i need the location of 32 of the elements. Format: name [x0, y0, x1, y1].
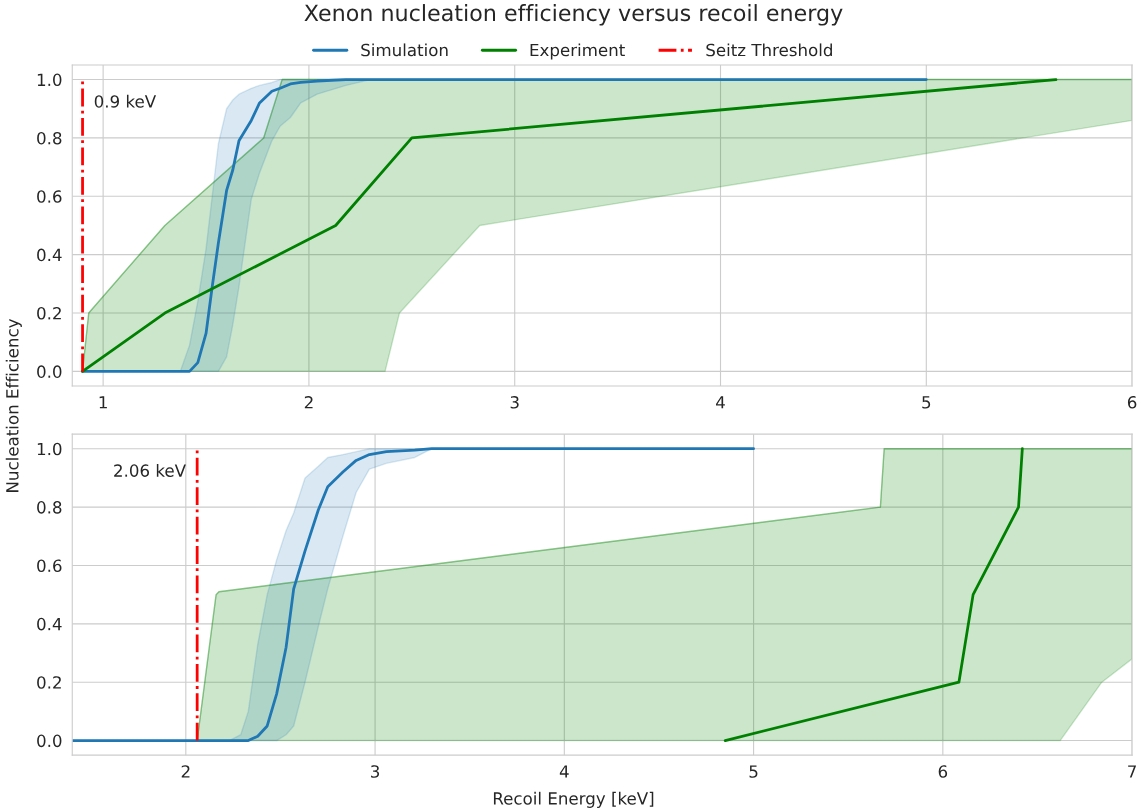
x-tick-label: 4: [559, 765, 569, 778]
x-tick-label: 1: [99, 396, 107, 409]
y-tick-label: 0.2: [37, 306, 61, 320]
x-tick-label: 6: [1127, 396, 1137, 409]
annotation: 2.06 keV: [114, 464, 186, 477]
legend-label: Simulation: [361, 43, 448, 57]
y-tick-label: 0.8: [37, 131, 62, 145]
y-axis-title: Nucleation Efficiency: [5, 318, 22, 492]
legend-label: Seitz Threshold: [706, 43, 832, 57]
annotation: 0.9 keV: [94, 94, 157, 108]
chart-title: Xenon nucleation efficiency versus recoil energy: [304, 4, 843, 26]
y-tick-label: 1.0: [37, 73, 62, 87]
x-tick-label: 5: [922, 396, 931, 409]
y-tick-label: 0.0: [37, 734, 62, 748]
y-tick-label: 0.6: [37, 559, 62, 573]
x-tick-label: 7: [1128, 765, 1136, 778]
y-tick-label: 0.2: [37, 676, 61, 689]
x-tick-label: 4: [716, 396, 725, 409]
x-tick-label: 6: [938, 765, 948, 778]
y-tick-label: 0.0: [37, 365, 62, 378]
x-tick-label: 3: [371, 765, 380, 778]
x-axis-title: Recoil Energy [keV]: [493, 791, 654, 808]
y-tick-label: 0.8: [37, 501, 62, 514]
y-tick-label: 0.4: [37, 248, 62, 262]
x-tick-label: 3: [510, 396, 519, 409]
x-tick-label: 5: [749, 765, 758, 778]
x-tick-label: 2: [304, 396, 313, 409]
y-tick-label: 0.4: [37, 617, 62, 631]
x-tick-label: 2: [181, 765, 190, 778]
legend-label: Experiment: [530, 43, 625, 60]
y-tick-label: 0.6: [37, 190, 62, 203]
y-tick-label: 1.0: [37, 442, 62, 456]
